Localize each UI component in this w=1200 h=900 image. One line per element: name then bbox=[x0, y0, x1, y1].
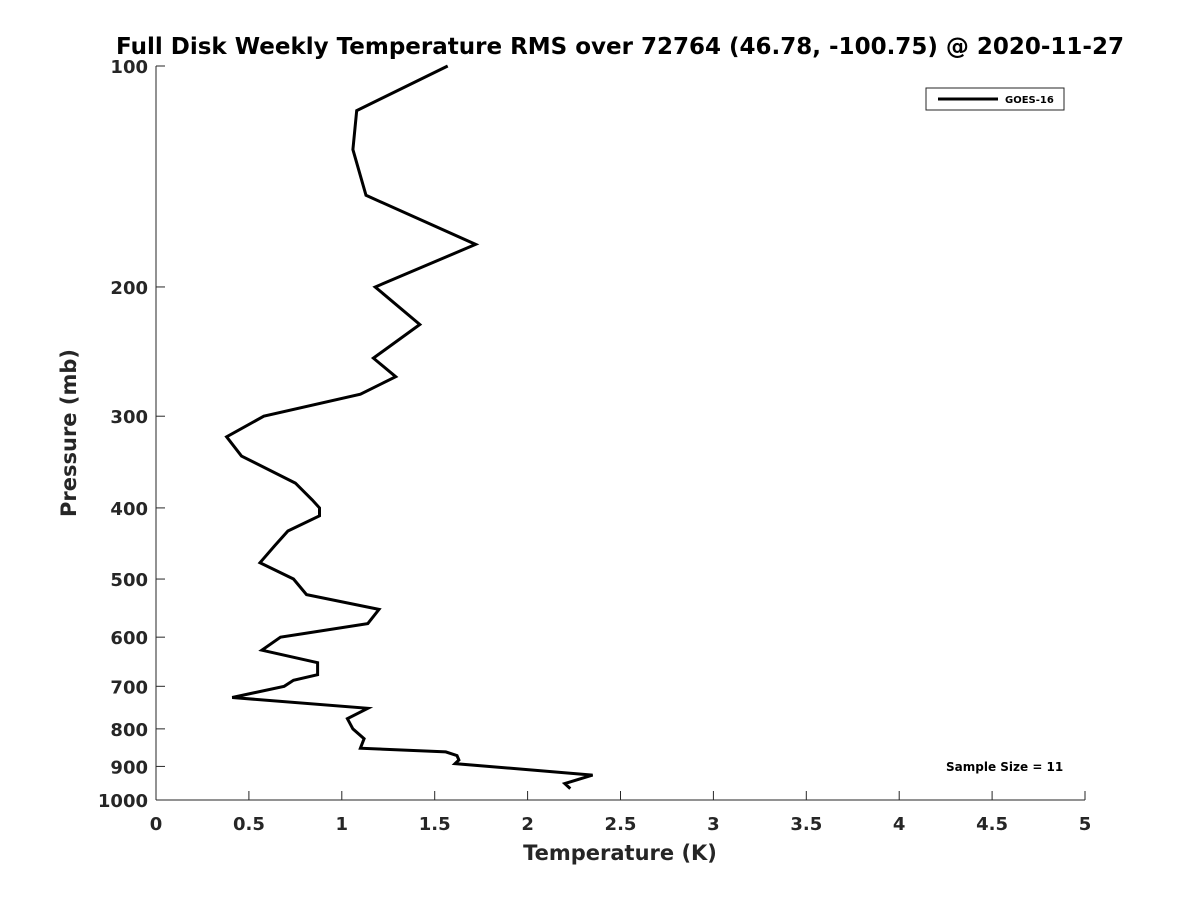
x-tick-label: 1 bbox=[336, 814, 349, 835]
x-tick-label: 5 bbox=[1079, 814, 1092, 835]
y-tick-label: 200 bbox=[110, 278, 148, 299]
x-axis-label: Temperature (K) bbox=[523, 841, 717, 865]
series-group bbox=[224, 64, 594, 790]
x-tick-label: 2.5 bbox=[605, 814, 637, 835]
y-tick-label: 300 bbox=[110, 407, 148, 428]
x-tick-label: 4.5 bbox=[976, 814, 1008, 835]
series-line-goes-16 bbox=[224, 64, 594, 790]
x-tick-label: 3 bbox=[707, 814, 720, 835]
x-tick-label: 0 bbox=[150, 814, 163, 835]
x-tick-label: 2 bbox=[521, 814, 534, 835]
y-tick-label: 800 bbox=[110, 720, 148, 741]
x-ticks: 0 0.5 1 1.5 2 2.5 3 3.5 4 4.5 5 bbox=[150, 791, 1092, 835]
x-tick-label: 0.5 bbox=[233, 814, 265, 835]
y-tick-label: 400 bbox=[110, 499, 148, 520]
chart-title: Full Disk Weekly Temperature RMS over 72… bbox=[116, 34, 1124, 60]
y-tick-label: 600 bbox=[110, 628, 148, 649]
sample-size-annotation: Sample Size = 11 bbox=[946, 760, 1063, 774]
y-tick-label: 1000 bbox=[98, 791, 148, 812]
x-tick-label: 4 bbox=[893, 814, 906, 835]
y-tick-label: 900 bbox=[110, 757, 148, 778]
legend-label: GOES-16 bbox=[1005, 95, 1054, 106]
y-tick-label: 700 bbox=[110, 677, 148, 698]
x-tick-label: 3.5 bbox=[790, 814, 822, 835]
y-tick-label: 100 bbox=[110, 57, 148, 78]
x-tick-label: 1.5 bbox=[419, 814, 451, 835]
y-ticks: 100 200 300 400 500 600 700 800 900 1000 bbox=[98, 57, 165, 812]
y-axis-label: Pressure (mb) bbox=[57, 349, 81, 517]
y-tick-label: 500 bbox=[110, 570, 148, 591]
legend: GOES-16 bbox=[925, 87, 1065, 111]
